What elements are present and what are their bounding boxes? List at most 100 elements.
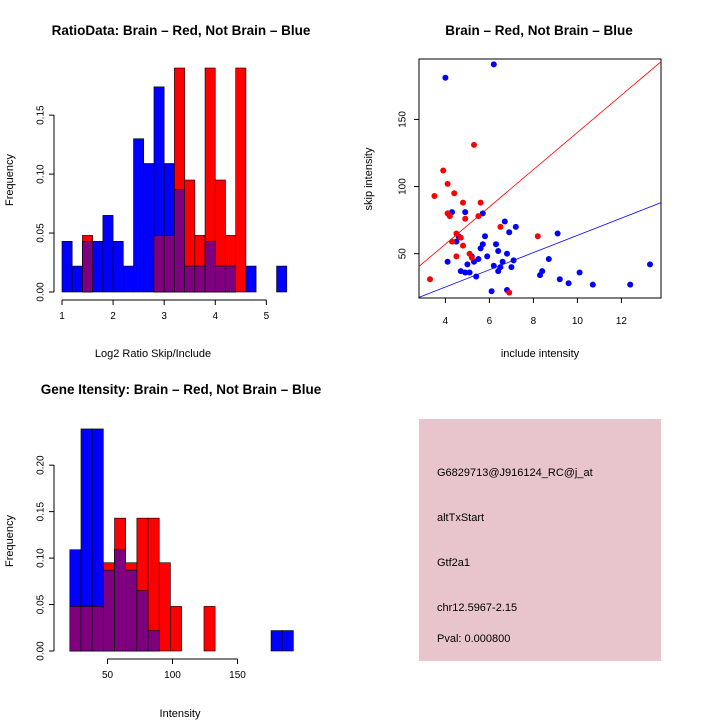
ratio-histogram-bars bbox=[61, 67, 288, 293]
info-location: chr12.5967-2.15 bbox=[437, 602, 517, 614]
scatter-point-brain bbox=[427, 276, 433, 283]
ratio-bar-overlap bbox=[194, 265, 206, 293]
scatter-point-not-brain bbox=[504, 250, 510, 257]
gene-bar-overlap bbox=[69, 606, 82, 652]
ratio-histogram: RatioData: Brain – Red, Not Brain – Blue… bbox=[4, 23, 311, 360]
scatter-point-not-brain bbox=[484, 253, 491, 260]
gene-bar-brain bbox=[170, 606, 182, 652]
info-probe-id: G6829713@J916124_RC@j_at bbox=[437, 467, 593, 479]
gene-bar-not-brain bbox=[281, 630, 294, 652]
scatter-point-brain bbox=[449, 238, 455, 245]
scatter-frame bbox=[418, 58, 662, 299]
gene-intensity-bars bbox=[69, 428, 294, 652]
ratio-x-tick-label: 4 bbox=[212, 311, 218, 322]
scatter-point-not-brain bbox=[462, 209, 469, 216]
gene-y-tick-label: 0.10 bbox=[36, 548, 47, 568]
ratio-bar-not-brain bbox=[276, 265, 288, 293]
gene-intensity-xlabel: Intensity bbox=[160, 708, 201, 720]
ratio-histogram-ylabel: Frequency bbox=[4, 154, 16, 206]
ratio-y-tick-label: 0.05 bbox=[36, 223, 47, 243]
scatter-fit-line bbox=[418, 61, 662, 267]
scatter-y-tick-label: 50 bbox=[398, 248, 409, 260]
scatter-point-not-brain bbox=[554, 230, 561, 237]
gene-bar-overlap bbox=[147, 630, 160, 652]
scatter-point-brain bbox=[534, 233, 541, 240]
scatter-point-not-brain bbox=[510, 257, 517, 264]
scatter-point-not-brain bbox=[473, 273, 480, 280]
scatter-point-brain bbox=[453, 253, 460, 260]
scatter-point-not-brain bbox=[545, 256, 552, 263]
scatter-point-brain bbox=[457, 234, 464, 241]
scatter-x-tick-label: 4 bbox=[443, 316, 449, 327]
ratio-y-tick-label: 0.00 bbox=[36, 282, 47, 302]
scatter-point-not-brain bbox=[488, 288, 495, 295]
ratio-bar-overlap bbox=[204, 241, 216, 293]
ratio-bar-not-brain bbox=[133, 138, 145, 293]
scatter-point-not-brain bbox=[479, 241, 486, 248]
scatter-point-not-brain bbox=[475, 256, 482, 263]
scatter-x-tick-label: 12 bbox=[616, 316, 628, 327]
ratio-x-tick-label: 5 bbox=[264, 311, 270, 322]
scatter-title: Brain – Red, Not Brain – Blue bbox=[445, 23, 633, 38]
gene-bar-overlap bbox=[114, 549, 126, 652]
scatter-x-tick-label: 10 bbox=[572, 316, 584, 327]
scatter-point-brain bbox=[444, 180, 451, 187]
gene-x-tick-label: 150 bbox=[229, 670, 246, 681]
ratio-y-tick-label: 0.15 bbox=[36, 105, 47, 125]
scatter-point-brain bbox=[460, 242, 466, 249]
scatter-point-not-brain bbox=[499, 258, 506, 265]
scatter-point-not-brain bbox=[539, 268, 546, 275]
scatter-point-brain bbox=[451, 190, 458, 197]
ratio-bar-overlap bbox=[174, 189, 185, 293]
scatter-point-brain bbox=[506, 289, 513, 296]
ratio-histogram-axes: 1 2 3 4 5 0.00 0.05 0.10 0.15 bbox=[36, 105, 270, 322]
ratio-bar-not-brain bbox=[92, 241, 104, 293]
gene-bar-overlap bbox=[125, 569, 138, 652]
ratio-bar-not-brain bbox=[61, 241, 73, 293]
gene-intensity-title: Gene Itensity: Brain – Red, Not Brain – … bbox=[41, 382, 322, 397]
gene-intensity-ylabel: Frequency bbox=[4, 515, 16, 567]
info-pval: Pval: 0.000800 bbox=[437, 633, 510, 645]
scatter-point-brain bbox=[475, 213, 482, 220]
ratio-x-tick-label: 2 bbox=[110, 311, 116, 322]
scatter-point-not-brain bbox=[556, 276, 563, 283]
scatter-point-not-brain bbox=[462, 269, 469, 276]
scatter-point-brain bbox=[471, 141, 477, 148]
scatter-point-not-brain bbox=[647, 261, 653, 268]
ratio-histogram-title: RatioData: Brain – Red, Not Brain – Blue bbox=[52, 23, 311, 38]
scatter-point-not-brain bbox=[508, 264, 515, 271]
scatter-point-not-brain bbox=[453, 238, 460, 245]
scatter-point-not-brain bbox=[576, 269, 583, 276]
gene-bar-brain bbox=[158, 562, 171, 652]
scatter-point-not-brain bbox=[493, 241, 499, 248]
info-panel-background bbox=[419, 419, 661, 661]
scatter-point-brain bbox=[497, 223, 504, 230]
ratio-bar-not-brain bbox=[245, 265, 257, 293]
scatter-point-not-brain bbox=[495, 248, 502, 255]
gene-y-tick-label: 0.00 bbox=[36, 641, 47, 661]
ratio-x-tick-label: 3 bbox=[161, 311, 167, 322]
ratio-bar-not-brain bbox=[102, 215, 114, 293]
scatter-point-brain bbox=[446, 213, 453, 220]
scatter-point-not-brain bbox=[482, 233, 488, 240]
info-panel: G6829713@J916124_RC@j_at altTxStart Gtf2… bbox=[419, 419, 661, 661]
gene-intensity-axes: 50 100 150 0.00 0.05 0.10 0.15 0.20 bbox=[36, 455, 247, 681]
scatter-point-brain bbox=[460, 199, 466, 206]
scatter-y-tick-label: 100 bbox=[398, 178, 409, 195]
scatter-point-brain bbox=[431, 192, 438, 199]
ratio-bar-not-brain bbox=[71, 265, 83, 293]
scatter-ylabel: skip intensity bbox=[363, 147, 375, 210]
ratio-histogram-xlabel: Log2 Ratio Skip/Include bbox=[95, 348, 211, 360]
ratio-y-tick-label: 0.10 bbox=[36, 164, 47, 184]
gene-x-tick-label: 100 bbox=[164, 670, 181, 681]
scatter-point-not-brain bbox=[565, 280, 572, 287]
scatter-point-not-brain bbox=[512, 223, 519, 230]
scatter-point-not-brain bbox=[589, 281, 596, 288]
scatter-point-not-brain bbox=[479, 210, 486, 217]
ratio-bar-not-brain bbox=[123, 265, 134, 293]
scatter-point-not-brain bbox=[497, 264, 504, 271]
scatter-point-not-brain bbox=[627, 281, 634, 288]
scatter-x-tick-label: 8 bbox=[531, 316, 537, 327]
intensity-scatter: Brain – Red, Not Brain – Blue 4 6 8 10 12 50 1… bbox=[363, 23, 662, 360]
